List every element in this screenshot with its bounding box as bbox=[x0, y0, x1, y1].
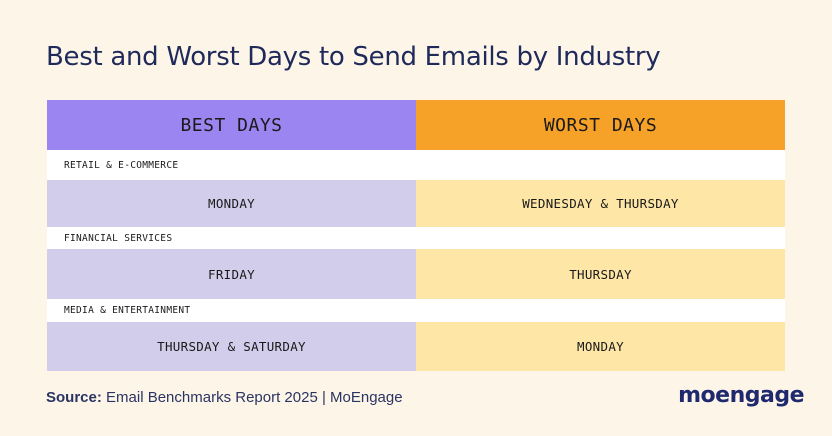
best-days-header: BEST DAYS bbox=[47, 100, 416, 150]
source-text: Email Benchmarks Report 2025 | MoEngage bbox=[101, 389, 403, 406]
comparison-table: BEST DAYS WORST DAYS RETAIL & E-COMMERCE… bbox=[47, 100, 785, 371]
industry-label-financial: FINANCIAL SERVICES bbox=[47, 227, 785, 249]
table-row: FRIDAY THURSDAY bbox=[47, 249, 785, 299]
best-day-cell: MONDAY bbox=[47, 180, 416, 227]
worst-day-cell: THURSDAY bbox=[416, 249, 785, 299]
worst-day-cell: MONDAY bbox=[416, 322, 785, 371]
table-header: BEST DAYS WORST DAYS bbox=[47, 100, 785, 150]
table-row: MONDAY WEDNESDAY & THURSDAY bbox=[47, 180, 785, 227]
best-day-cell: FRIDAY bbox=[47, 249, 416, 299]
best-day-cell: THURSDAY & SATURDAY bbox=[47, 322, 416, 371]
table-row: THURSDAY & SATURDAY MONDAY bbox=[47, 322, 785, 371]
industry-label-retail: RETAIL & E-COMMERCE bbox=[47, 150, 785, 180]
worst-day-cell: WEDNESDAY & THURSDAY bbox=[416, 180, 785, 227]
moengage-logo: moengage bbox=[678, 383, 804, 408]
worst-days-header: WORST DAYS bbox=[416, 100, 785, 150]
source-label: Source: bbox=[46, 389, 102, 406]
source-citation: Source: Email Benchmarks Report 2025 | M… bbox=[46, 389, 403, 406]
page-title: Best and Worst Days to Send Emails by In… bbox=[46, 42, 661, 72]
industry-label-media: MEDIA & ENTERTAINMENT bbox=[47, 299, 785, 322]
